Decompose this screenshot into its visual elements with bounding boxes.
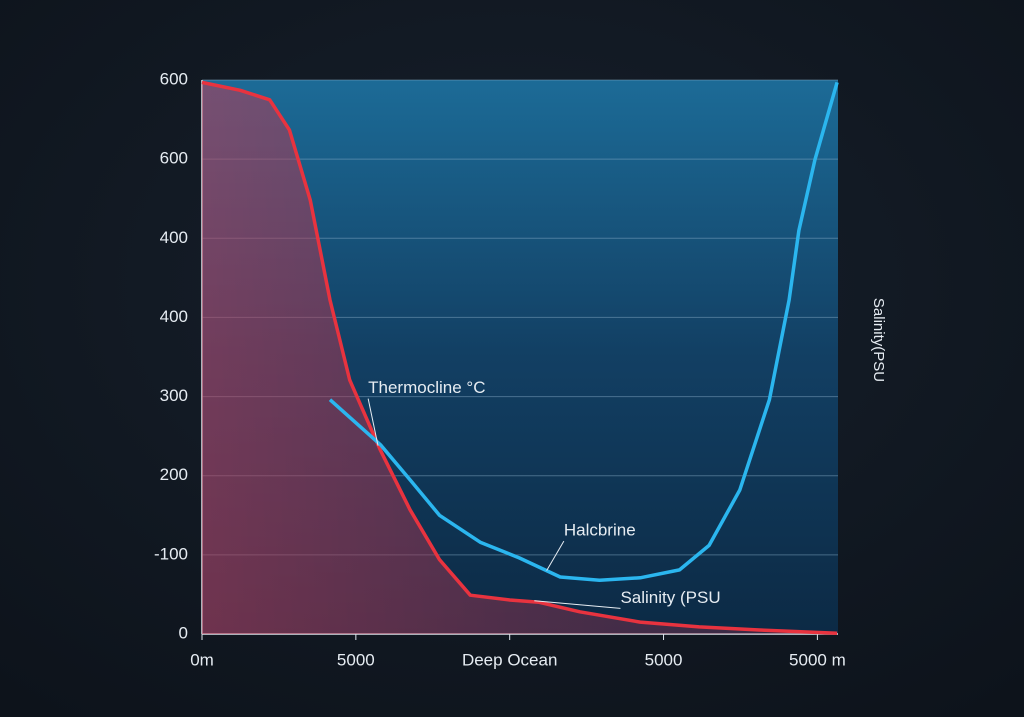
y-tick-label: -100 [154,544,188,563]
annotation-leader [546,540,565,571]
annotation-leader [534,600,621,609]
y-tick-label: 400 [160,307,188,326]
y-tick-label: 200 [160,465,188,484]
x-tick-label: 5000 [645,650,683,669]
x-tick-label: 0m [190,650,214,669]
area [202,82,838,634]
annotation: Thermocline °C [368,378,485,397]
line [201,80,838,635]
y2-axis-label: Salinity(PSU [870,298,887,382]
annotation: Halcbrine [564,521,636,540]
y-tick-label: 600 [160,69,188,88]
line [328,81,839,582]
annotation: Salinity (PSU [620,588,720,607]
x-tick-label: 5000 [337,650,375,669]
x-tick-label: Deep Ocean [462,650,557,669]
y-tick-label: 600 [160,149,188,168]
x-tick-label: 5000 m [789,650,846,669]
y-tick-label: 0 [179,623,188,642]
annotation-leader [367,398,379,446]
y-tick-label: 300 [160,386,188,405]
y-tick-label: 400 [160,228,188,247]
